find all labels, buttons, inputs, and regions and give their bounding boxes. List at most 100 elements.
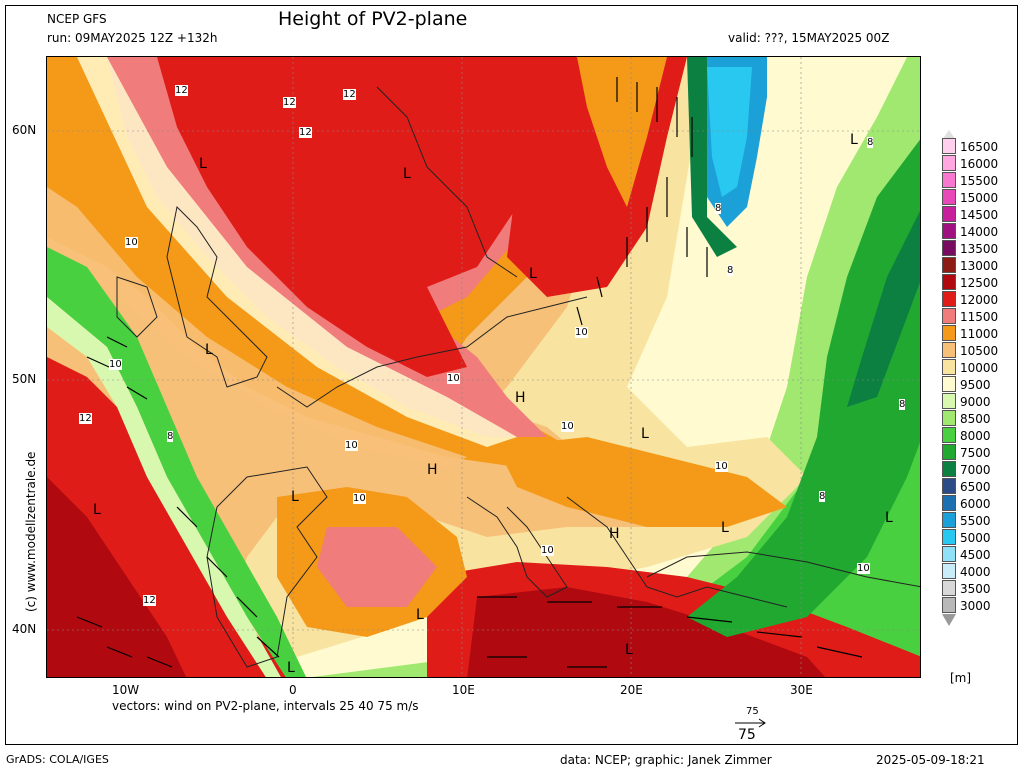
legend-row: 7500 [942,444,1022,461]
legend-label: 10500 [960,344,999,358]
plot-frame [5,5,1018,745]
legend-label: 9500 [960,378,991,392]
legend-row: 16500 [942,138,1022,155]
legend-label: 9000 [960,395,991,409]
field-lightblue-trough [707,67,752,197]
low-marker: L [287,660,295,676]
legend-row: 15000 [942,189,1022,206]
legend-label: 13500 [960,242,999,256]
legend-swatch [942,461,956,477]
legend-swatch [942,325,956,341]
contour-label: 10 [541,545,554,556]
legend-label: 16000 [960,157,999,171]
legend-label: 14500 [960,208,999,222]
contour-label: 10 [857,563,870,574]
contour-label: 12 [79,413,92,424]
contour-label: 8 [867,137,874,148]
legend-row: 6500 [942,478,1022,495]
contour-label: 8 [167,431,174,442]
legend-label: 13000 [960,259,999,273]
contour-label: 12 [175,85,188,96]
legend-unit: [m] [950,671,972,685]
legend-row: 11500 [942,308,1022,325]
legend-swatch [942,427,956,443]
legend-label: 6500 [960,480,991,494]
field-darkgreen-east [687,139,920,637]
legend-row: 6000 [942,495,1022,512]
legend-swatch [942,291,956,307]
legend-label: 14000 [960,225,999,239]
low-marker: L [529,266,537,282]
lat-label-60n: 60N [12,123,37,137]
legend-label: 4500 [960,548,991,562]
legend-swatch [942,444,956,460]
field-deepgreen-east [847,211,920,407]
contour-label: 10 [345,440,358,451]
legend-label: 12000 [960,293,999,307]
legend-swatch [942,189,956,205]
field-green-edge [687,57,737,257]
timestamp: 2025-05-09-18:21 [876,753,985,767]
legend-label: 11000 [960,327,999,341]
legend-row: 3000 [942,597,1022,614]
legend-swatch [942,410,956,426]
model-label: NCEP GFS [47,12,107,26]
legend-row: 10000 [942,359,1022,376]
legend-row: 14500 [942,206,1022,223]
map-svg [47,57,920,677]
contour-label: 8 [727,265,734,276]
legend-swatch [942,580,956,596]
legend-row: 4500 [942,546,1022,563]
field-orange-northeast [577,57,667,207]
legend-row: 12000 [942,291,1022,308]
low-marker: L [205,342,213,358]
field-deepred-med [467,587,826,677]
legend-row: 13000 [942,257,1022,274]
legend-row: 16000 [942,155,1022,172]
field-lightgreen-iberia [47,297,281,677]
legend-row: 13500 [942,240,1022,257]
legend-swatch [942,257,956,273]
valid-label: valid: ???, 15MAY2025 00Z [728,31,890,45]
legend-label: 6000 [960,497,991,511]
legend-row: 11000 [942,325,1022,342]
legend-swatch [942,155,956,171]
legend-swatch [942,495,956,511]
coastline-britain [166,205,268,388]
legend-swatch [942,223,956,239]
legend-label: 8000 [960,429,991,443]
coastline-north-europe [276,296,588,408]
wind-vectors [76,77,863,668]
legend-label: 8500 [960,412,991,426]
coastline-scandinavia [376,86,518,278]
legend-row: 9500 [942,376,1022,393]
field-red-north [157,57,567,377]
legend-swatch [942,546,956,562]
chart-title: Height of PV2-plane [278,8,468,30]
legend-swatch [942,393,956,409]
lon-label-10e: 10E [452,683,475,697]
low-marker: L [885,510,893,526]
legend-swatch [942,172,956,188]
contour-label: 12 [343,89,356,100]
low-marker: L [641,426,649,442]
legend-row: 14000 [942,223,1022,240]
lon-label-10w: 10W [112,683,140,697]
contour-label: 8 [715,203,722,214]
legend-swatch [942,240,956,256]
legend-swatch [942,597,956,613]
weather-map: L L L L L L H H H L L L L L L L 12 12 12… [46,56,921,678]
legend-swatch [942,376,956,392]
grads-credit: GrADS: COLA/IGES [6,753,109,766]
contour-label: 8 [819,491,826,502]
contour-label: 12 [143,595,156,606]
low-marker: L [291,489,299,505]
legend-label: 15500 [960,174,999,188]
lon-label-0: 0 [289,683,297,697]
low-marker: L [721,520,729,536]
high-marker: H [515,390,526,406]
legend-label: 3500 [960,582,991,596]
contour-label: 10 [125,237,138,248]
contour-label: 8 [899,399,906,410]
vectors-note: vectors: wind on PV2-plane, intervals 25… [112,699,419,713]
